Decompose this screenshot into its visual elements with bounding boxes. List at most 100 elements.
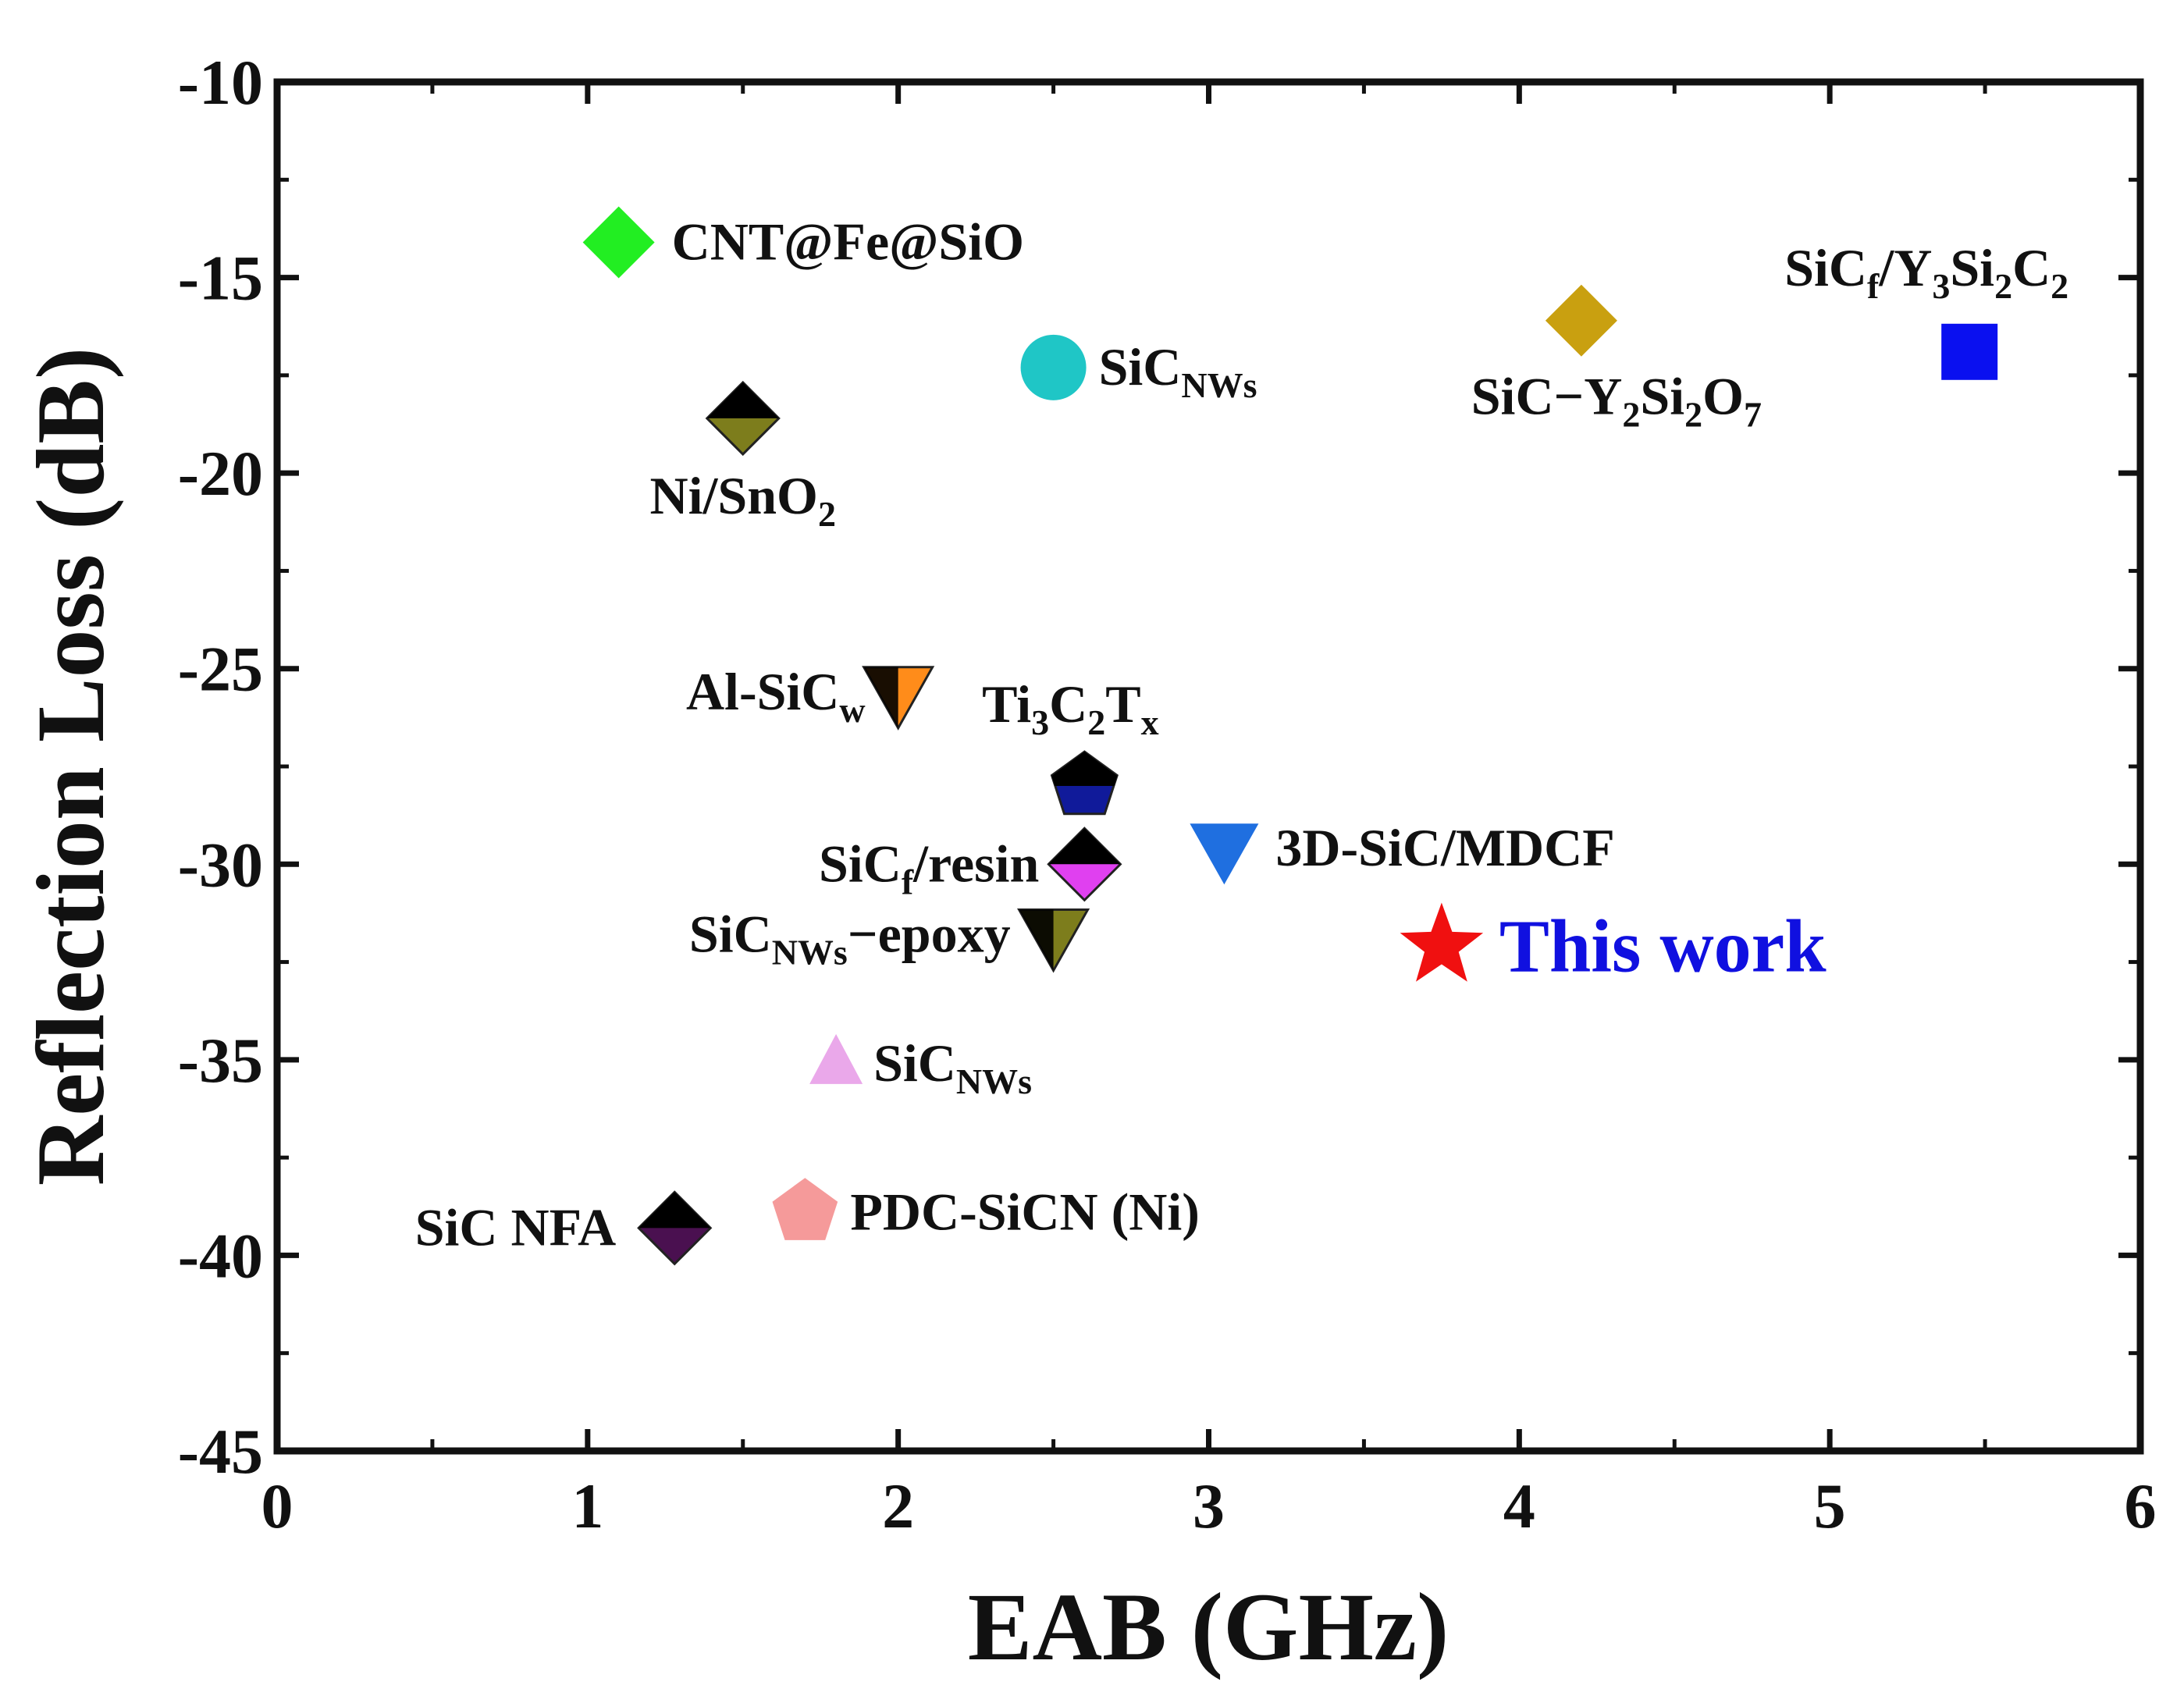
data-point-al-sicw: Al-SiCw — [686, 662, 935, 731]
label-segment: f — [902, 862, 914, 901]
data-point-sicf-resin: SiCf/resin — [819, 827, 1122, 902]
x-tick-label: 0 — [261, 1470, 293, 1541]
pdc-sicn-ni-marker — [772, 1178, 838, 1240]
x-tick-label: 6 — [2125, 1470, 2157, 1541]
x-tick-label: 4 — [1503, 1470, 1535, 1541]
label-segment: SiC−Y — [1471, 367, 1623, 426]
y-tick-label: -45 — [178, 1416, 263, 1487]
data-point-sic-y2si2o7: SiC−Y2Si2O7 — [1471, 284, 1762, 435]
label-segment: NWs — [1181, 365, 1257, 405]
label-segment: 2 — [1684, 395, 1702, 435]
label-segment: C — [2012, 238, 2051, 297]
label-segment: /Y — [1878, 238, 1932, 297]
y-tick-label: -30 — [178, 829, 263, 900]
sic-y2si2o7-label: SiC−Y2Si2O7 — [1471, 367, 1762, 435]
label-segment: 3 — [1031, 702, 1049, 742]
label-segment: SiC — [819, 834, 902, 893]
y-tick-label: -25 — [178, 634, 263, 705]
label-segment: Si — [1950, 238, 1994, 297]
label-segment: x — [1141, 702, 1159, 742]
ni-sno2-label: Ni/SnO2 — [650, 466, 836, 534]
ti3c2tx-label: Ti3C2Tx — [982, 674, 1159, 742]
x-axis-title: EAB (GHz) — [968, 1573, 1449, 1680]
data-point-sicf-y3si2c2: SiCf/Y3Si2C2 — [1784, 238, 2068, 380]
y-axis-title: Reflection Loss (dB) — [17, 347, 124, 1186]
data-point-pdc-sicn-ni: PDC-SiCN (Ni) — [772, 1178, 1200, 1241]
axis-ticks: 0 1 2 3 4 5 6-10-15-20-25-30-35-40-45 — [178, 47, 2157, 1541]
sic-nfa-label: SiC NFA — [415, 1197, 617, 1257]
sic-nws-epoxy-marker-left-half — [1019, 909, 1054, 971]
this-work-marker — [1400, 902, 1484, 982]
label-segment: Si — [1640, 367, 1684, 426]
label-segment: 2 — [1622, 395, 1640, 435]
data-point-sic-nfa: SiC NFA — [415, 1190, 713, 1266]
label-segment: 7 — [1744, 395, 1762, 435]
label-segment: O — [1702, 367, 1744, 426]
label-segment: −epoxy — [848, 904, 1011, 963]
data-point-ni-sno2: Ni/SnO2 — [650, 380, 836, 534]
x-tick-label: 1 — [571, 1470, 603, 1541]
label-segment: This work — [1499, 905, 1827, 988]
label-segment: SiC NFA — [415, 1197, 617, 1257]
cnt-fe-sio-label: CNT@Fe@SiO — [672, 212, 1024, 271]
ti3c2tx-marker-top-half — [1051, 752, 1118, 787]
label-segment: PDC-SiCN (Ni) — [850, 1182, 1200, 1241]
3d-sic-mdcf-marker — [1190, 823, 1259, 885]
y-tick-label: -40 — [178, 1220, 263, 1291]
data-point-3d-sic-mdcf: 3D-SiC/MDCF — [1190, 818, 1615, 885]
sic-nws-epoxy-label: SiCNWs−epoxy — [689, 904, 1011, 972]
data-point-cnt-fe-sio: CNT@Fe@SiO — [582, 206, 1024, 279]
label-segment: CNT@Fe@SiO — [672, 212, 1024, 271]
label-segment: NWs — [956, 1061, 1032, 1101]
sicf-y3si2c2-label: SiCf/Y3Si2C2 — [1784, 238, 2068, 306]
sic-nws-2-label: SiCNWs — [873, 1033, 1032, 1101]
pdc-sicn-ni-label: PDC-SiCN (Ni) — [850, 1182, 1200, 1241]
sicf-y3si2c2-marker — [1941, 323, 1998, 380]
label-segment: SiC — [1099, 337, 1182, 396]
x-tick-label: 5 — [1814, 1470, 1846, 1541]
label-segment: 3 — [1932, 266, 1950, 306]
label-segment: w — [839, 690, 865, 730]
y-tick-label: -20 — [178, 438, 263, 509]
label-segment: SiC — [1784, 238, 1867, 297]
label-segment: 2 — [1994, 266, 2012, 306]
al-sicw-marker-left-half — [863, 667, 898, 728]
data-point-sic-nws-2: SiCNWs — [809, 1033, 1032, 1101]
label-segment: 3D-SiC/MDCF — [1275, 818, 1614, 877]
sic-y2si2o7-marker — [1545, 284, 1617, 357]
x-tick-label: 2 — [882, 1470, 914, 1541]
label-segment: Ni/SnO — [650, 466, 818, 525]
label-segment: NWs — [772, 932, 848, 972]
sic-nws-2-marker — [809, 1033, 863, 1084]
label-segment: C — [1049, 674, 1087, 734]
sicf-resin-marker-top-half — [1048, 828, 1121, 865]
label-segment: Ti — [982, 674, 1031, 734]
al-sicw-label: Al-SiCw — [686, 662, 866, 730]
label-segment: f — [1867, 266, 1880, 306]
label-segment: 2 — [1087, 702, 1105, 742]
label-segment: /resin — [912, 834, 1039, 893]
label-segment: SiC — [873, 1033, 956, 1093]
sic-nfa-marker-top-half — [638, 1192, 711, 1228]
data-point-sic-nws-1: SiCNWs — [1020, 334, 1257, 405]
sic-nws-1-label: SiCNWs — [1099, 337, 1257, 405]
this-work-label: This work — [1499, 905, 1827, 988]
y-tick-label: -35 — [178, 1025, 263, 1096]
label-segment: SiC — [689, 904, 772, 963]
data-point-ti3c2tx: Ti3C2Tx — [982, 674, 1159, 816]
label-segment: Al-SiC — [686, 662, 839, 721]
cnt-fe-sio-marker — [582, 206, 655, 279]
data-point-this-work: This work — [1400, 902, 1827, 988]
x-tick-label: 3 — [1193, 1470, 1225, 1541]
sic-nws-1-marker — [1020, 334, 1087, 400]
label-segment: 2 — [2051, 266, 2068, 306]
ni-sno2-marker-top-half — [706, 382, 779, 418]
sicf-resin-label: SiCf/resin — [819, 834, 1039, 901]
y-tick-label: -10 — [178, 47, 263, 118]
y-tick-label: -15 — [178, 243, 263, 314]
3d-sic-mdcf-label: 3D-SiC/MDCF — [1275, 818, 1614, 877]
data-point-sic-nws-epoxy: SiCNWs−epoxy — [689, 904, 1090, 973]
label-segment: T — [1105, 674, 1140, 734]
